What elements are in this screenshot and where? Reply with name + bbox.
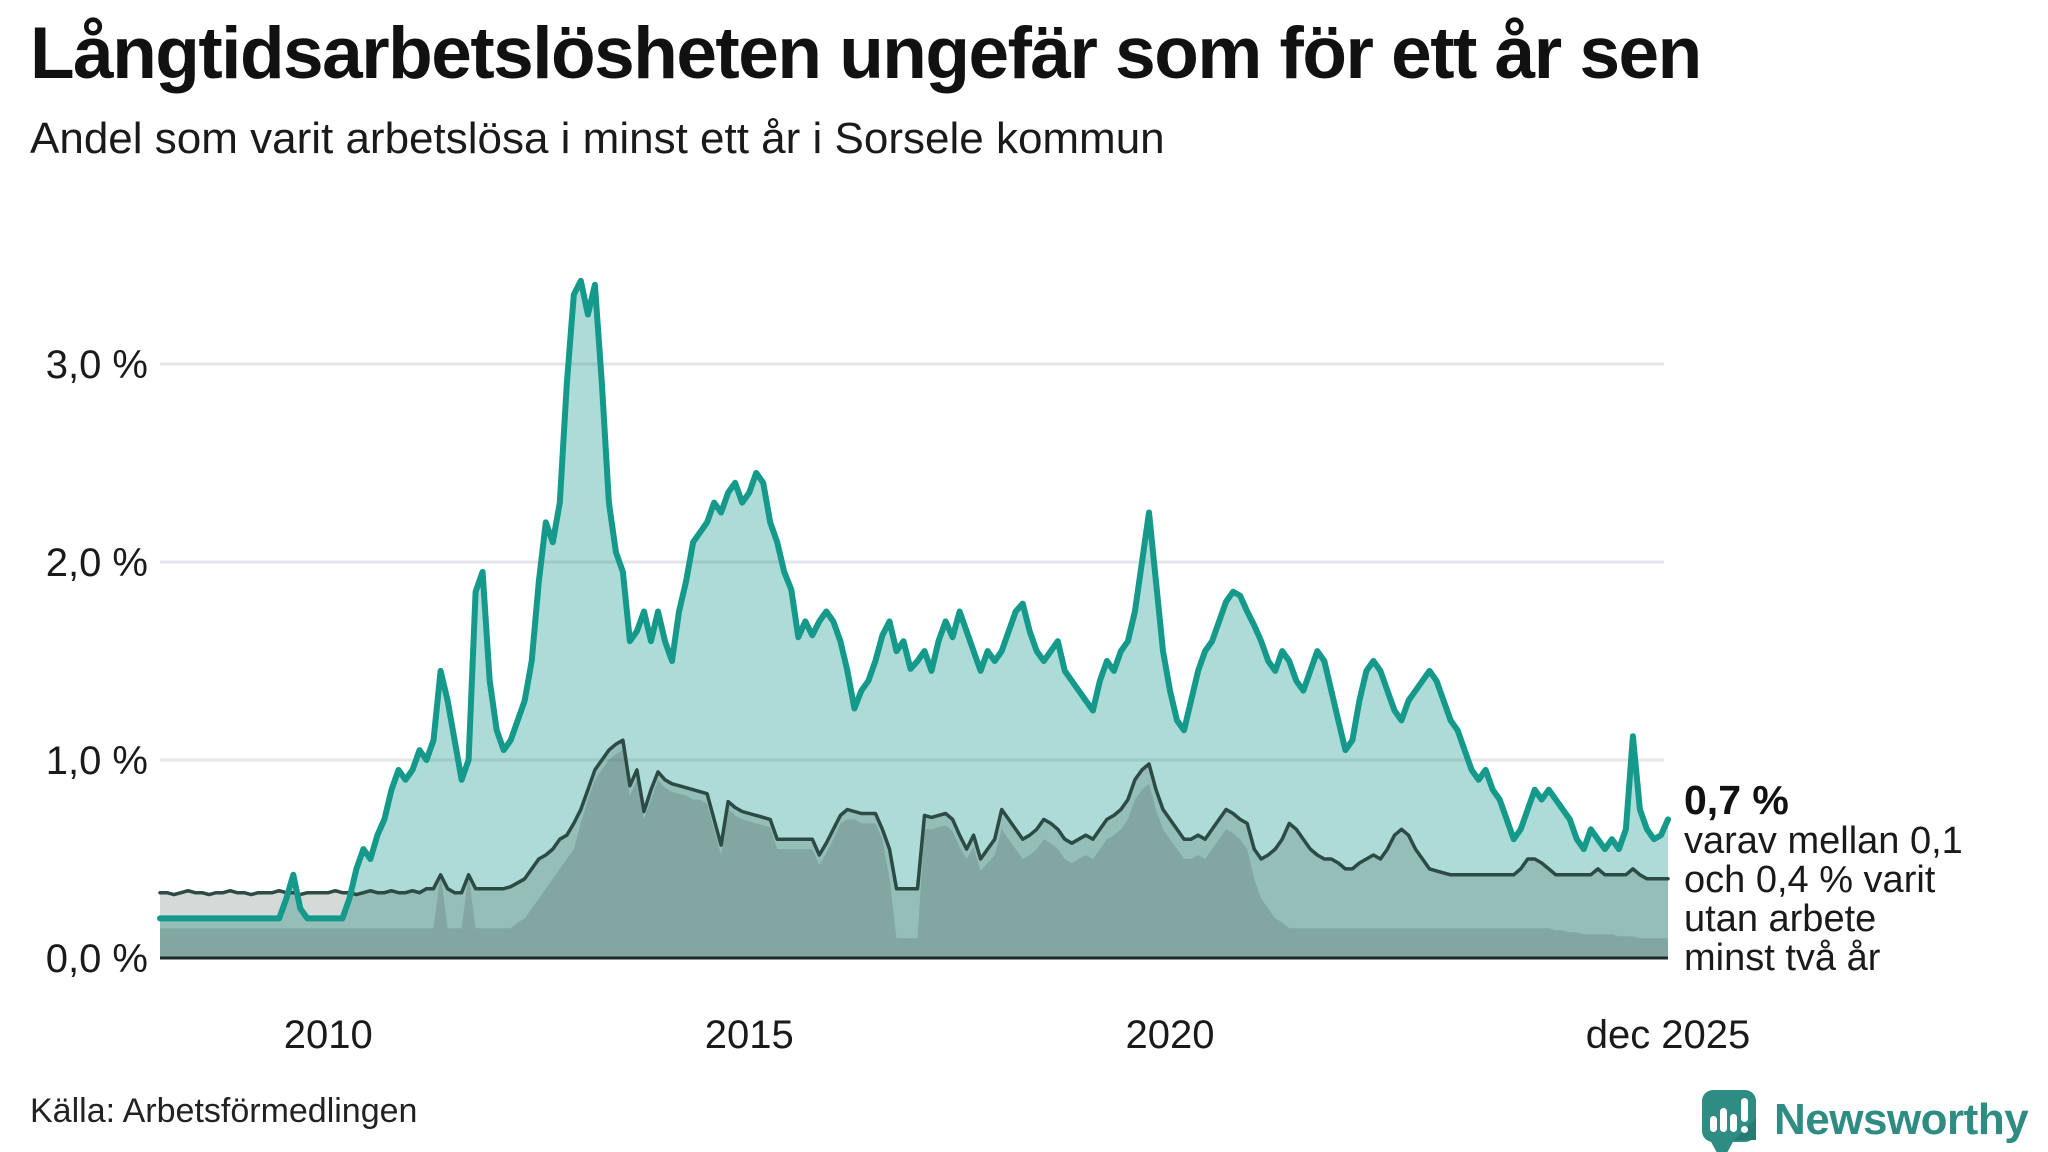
- annotation-line: utan arbete: [1684, 898, 1877, 940]
- y-axis-tick-label: 0,0 %: [46, 937, 148, 981]
- newsworthy-logo-text: Newsworthy: [1774, 1095, 2029, 1144]
- x-axis-tick-label: 2020: [1126, 1013, 1215, 1057]
- x-axis-tick-label: 2015: [705, 1013, 794, 1057]
- two-year-lower-area-fill: [160, 750, 1668, 958]
- annotation-line: minst två år: [1684, 937, 1881, 979]
- y-axis-tick-label: 1,0 %: [46, 739, 148, 783]
- annotation-line: och 0,4 % varit: [1684, 859, 1936, 901]
- two-year-upper-area-fill: [160, 740, 1668, 958]
- y-axis-tick-label: 2,0 %: [46, 541, 148, 585]
- two-year-upper-line: [158, 738, 1670, 897]
- newsworthy-logo[interactable]: Newsworthy: [1700, 1088, 2029, 1152]
- chart-subtitle: Andel som varit arbetslösa i minst ett å…: [30, 114, 1165, 163]
- y-axis-tick-label: 3,0 %: [46, 343, 148, 387]
- end-value-annotation: 0,7 % varav mellan 0,1 och 0,4 % varit u…: [1684, 778, 2034, 978]
- source-note: Källa: Arbetsförmedlingen: [30, 1092, 418, 1130]
- total-area-fill: [160, 280, 1668, 958]
- x-axis-tick-label: dec 2025: [1586, 1013, 1751, 1057]
- annotation-value: 0,7 %: [1684, 777, 1789, 823]
- x-axis-tick-label: 2010: [284, 1013, 373, 1057]
- newsworthy-icon: [1702, 1090, 1756, 1152]
- annotation-line: varav mellan 0,1: [1684, 820, 1963, 862]
- total-line: [157, 277, 1671, 922]
- page-title: Långtidsarbetslösheten ungefär som för e…: [30, 13, 1702, 94]
